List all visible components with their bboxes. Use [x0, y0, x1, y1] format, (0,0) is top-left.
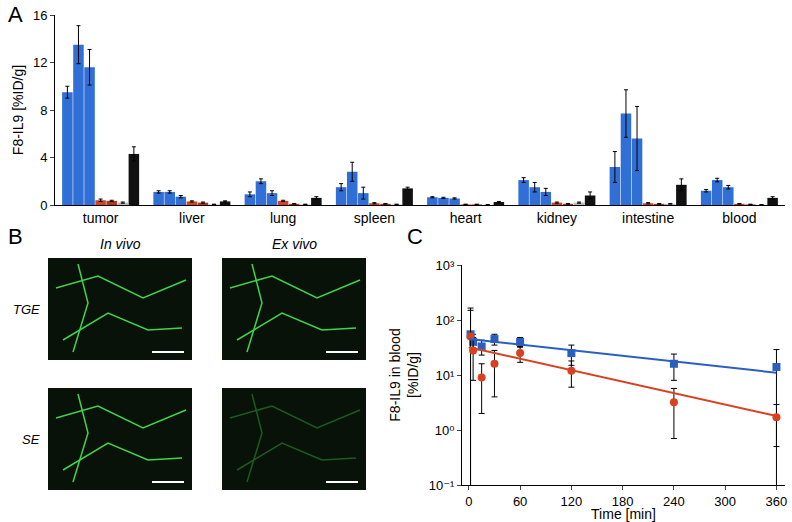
svg-text:10⁰: 10⁰: [435, 423, 455, 438]
svg-text:4: 4: [40, 150, 47, 165]
svg-text:120: 120: [561, 494, 583, 509]
svg-text:180: 180: [612, 494, 634, 509]
svg-text:B: B: [8, 224, 23, 249]
svg-text:TGE: TGE: [13, 302, 40, 317]
svg-text:12: 12: [33, 55, 47, 70]
svg-text:360: 360: [766, 494, 788, 509]
svg-text:240: 240: [663, 494, 685, 509]
svg-text:spleen: spleen: [354, 210, 395, 226]
svg-text:intestine: intestine: [622, 210, 674, 226]
svg-text:F8-IL9 [%ID/g]: F8-IL9 [%ID/g]: [10, 65, 26, 155]
svg-text:F8-IL9 in blood[%ID/g]: F8-IL9 in blood[%ID/g]: [387, 328, 421, 421]
svg-text:16: 16: [33, 8, 47, 23]
svg-text:liver: liver: [179, 210, 205, 226]
svg-text:300: 300: [714, 494, 736, 509]
svg-text:0: 0: [40, 198, 47, 213]
svg-text:60: 60: [513, 494, 527, 509]
svg-text:Ex vivo: Ex vivo: [272, 236, 317, 252]
svg-text:heart: heart: [450, 210, 482, 226]
svg-text:lung: lung: [270, 210, 296, 226]
svg-text:tumor: tumor: [83, 210, 119, 226]
svg-text:8: 8: [40, 103, 47, 118]
svg-text:SE: SE: [22, 432, 40, 447]
svg-text:A: A: [8, 2, 23, 27]
svg-text:kidney: kidney: [537, 210, 577, 226]
svg-text:10¹: 10¹: [436, 368, 455, 383]
svg-text:10⁻¹: 10⁻¹: [429, 478, 455, 493]
svg-text:blood: blood: [722, 210, 756, 226]
svg-text:In vivo: In vivo: [100, 236, 141, 252]
svg-text:10²: 10²: [436, 313, 455, 328]
svg-text:0: 0: [465, 494, 472, 509]
svg-text:C: C: [407, 224, 423, 249]
svg-text:10³: 10³: [436, 258, 455, 273]
svg-text:Time [min]: Time [min]: [591, 506, 656, 522]
